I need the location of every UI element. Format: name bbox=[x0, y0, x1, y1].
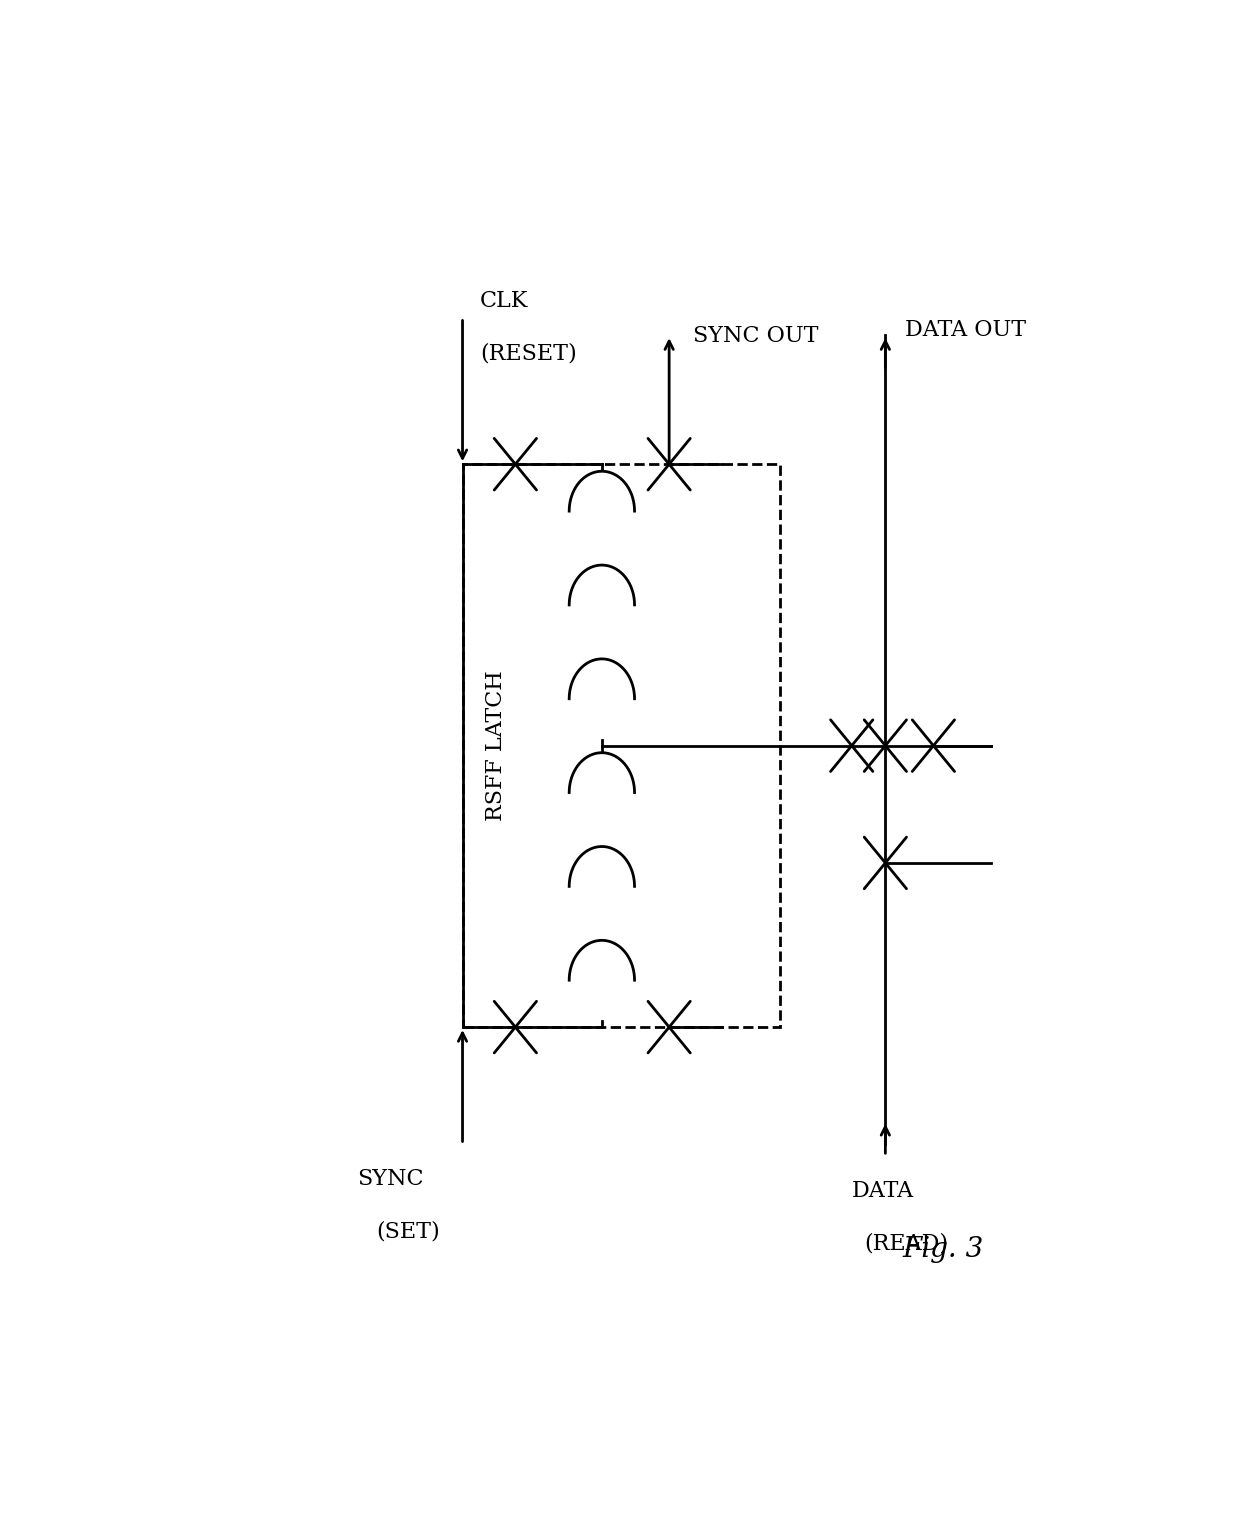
Bar bbox=[463, 465, 780, 1027]
Text: (RESET): (RESET) bbox=[480, 343, 577, 364]
Text: DATA OUT: DATA OUT bbox=[905, 320, 1025, 341]
Text: CLK: CLK bbox=[480, 289, 528, 312]
Text: Fig. 3: Fig. 3 bbox=[903, 1237, 983, 1264]
Text: (SET): (SET) bbox=[376, 1220, 440, 1243]
Text: DATA: DATA bbox=[852, 1180, 914, 1202]
Text: SYNC OUT: SYNC OUT bbox=[693, 324, 818, 347]
Text: RSFF LATCH: RSFF LATCH bbox=[485, 670, 507, 821]
Text: SYNC: SYNC bbox=[357, 1168, 423, 1189]
Text: (READ): (READ) bbox=[864, 1232, 949, 1255]
